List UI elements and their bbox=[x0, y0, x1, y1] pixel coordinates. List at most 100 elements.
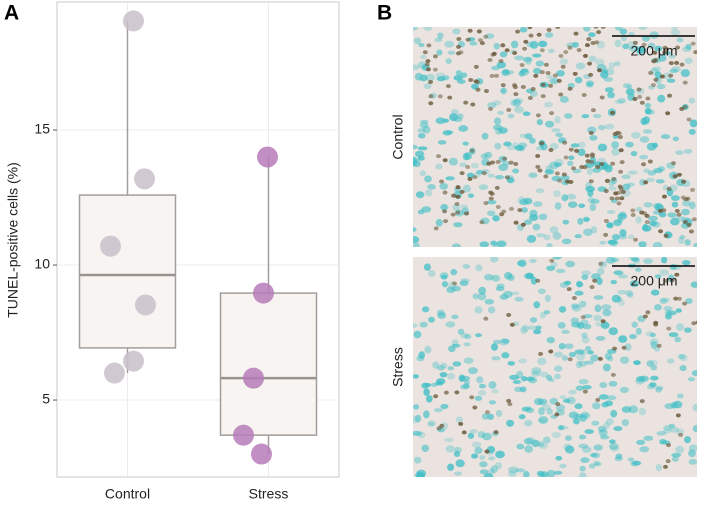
nucleus bbox=[578, 472, 587, 477]
nucleus bbox=[577, 217, 584, 225]
nucleus bbox=[650, 340, 658, 349]
nucleus bbox=[608, 186, 617, 191]
nucleus bbox=[413, 330, 422, 339]
nucleus bbox=[552, 257, 562, 260]
stained-nucleus bbox=[588, 72, 594, 77]
nucleus bbox=[619, 28, 628, 35]
stained-nucleus bbox=[702, 311, 707, 315]
nucleus bbox=[657, 94, 666, 103]
nucleus bbox=[687, 377, 696, 382]
nucleus bbox=[666, 78, 676, 83]
stained-nucleus bbox=[525, 21, 530, 25]
nucleus bbox=[544, 294, 551, 303]
stained-nucleus bbox=[555, 27, 561, 29]
nucleus bbox=[563, 398, 571, 403]
nucleus bbox=[495, 462, 503, 470]
nucleus bbox=[682, 200, 691, 207]
data-point bbox=[100, 235, 121, 257]
nucleus bbox=[642, 223, 649, 231]
nucleus bbox=[493, 42, 500, 50]
nucleus bbox=[609, 439, 616, 444]
nucleus bbox=[487, 210, 496, 217]
nucleus bbox=[548, 78, 558, 84]
nucleus bbox=[636, 48, 646, 56]
stained-nucleus bbox=[582, 389, 588, 394]
nucleus bbox=[589, 453, 598, 458]
nucleus bbox=[611, 141, 619, 149]
nucleus bbox=[578, 203, 586, 208]
nucleus bbox=[546, 74, 553, 79]
nucleus bbox=[523, 437, 533, 445]
nucleus bbox=[413, 144, 418, 150]
nucleus bbox=[455, 70, 463, 76]
stained-nucleus bbox=[472, 405, 478, 410]
stained-nucleus bbox=[609, 196, 615, 201]
panel-label: B bbox=[377, 2, 392, 25]
stained-nucleus bbox=[467, 28, 473, 33]
stained-nucleus bbox=[484, 449, 490, 454]
nucleus bbox=[659, 269, 669, 276]
nucleus bbox=[642, 129, 653, 134]
nucleus bbox=[451, 243, 461, 247]
nucleus bbox=[479, 461, 488, 468]
nucleus bbox=[675, 150, 684, 156]
nucleus bbox=[643, 168, 651, 174]
nucleus bbox=[433, 408, 443, 413]
stained-nucleus bbox=[504, 48, 510, 53]
nucleus bbox=[639, 446, 650, 453]
nucleus bbox=[635, 216, 642, 224]
nucleus bbox=[544, 101, 554, 108]
nucleus bbox=[575, 360, 583, 369]
stained-nucleus bbox=[494, 73, 500, 78]
nucleus bbox=[622, 183, 631, 191]
nucleus bbox=[574, 76, 583, 84]
nucleus bbox=[679, 354, 688, 361]
nucleus bbox=[615, 453, 623, 460]
stained-nucleus bbox=[603, 189, 609, 194]
stained-nucleus bbox=[493, 430, 499, 435]
nucleus bbox=[423, 410, 430, 419]
nucleus bbox=[488, 400, 497, 405]
stained-nucleus bbox=[535, 113, 541, 118]
nucleus bbox=[538, 288, 546, 295]
nucleus bbox=[550, 77, 560, 85]
nucleus bbox=[600, 70, 609, 79]
nucleus bbox=[420, 119, 429, 124]
stained-nucleus bbox=[596, 30, 602, 35]
nucleus bbox=[456, 113, 464, 119]
stained-nucleus bbox=[693, 50, 697, 55]
stained-nucleus bbox=[600, 27, 606, 29]
nucleus bbox=[674, 336, 682, 343]
stained-nucleus bbox=[425, 67, 431, 72]
nucleus bbox=[426, 395, 433, 403]
nucleus bbox=[423, 27, 433, 32]
nucleus bbox=[413, 37, 422, 45]
stained-nucleus bbox=[572, 71, 578, 76]
stained-nucleus bbox=[632, 96, 638, 101]
nucleus bbox=[468, 367, 478, 375]
nucleus bbox=[510, 40, 519, 49]
nucleus bbox=[656, 83, 666, 90]
stained-nucleus bbox=[506, 398, 512, 403]
stained-nucleus bbox=[433, 394, 439, 399]
nucleus bbox=[631, 131, 641, 139]
nucleus bbox=[542, 436, 551, 444]
stained-nucleus bbox=[691, 321, 697, 326]
nucleus bbox=[581, 336, 590, 344]
stained-nucleus bbox=[612, 346, 618, 351]
nucleus bbox=[679, 234, 686, 240]
nucleus bbox=[544, 169, 555, 175]
stained-nucleus bbox=[644, 220, 650, 225]
stained-nucleus bbox=[456, 44, 462, 49]
y-axis-label: TUNEL-positive cells (%) bbox=[5, 162, 21, 318]
nucleus bbox=[538, 416, 549, 424]
stained-nucleus bbox=[554, 412, 560, 417]
stained-nucleus bbox=[645, 310, 651, 315]
nucleus bbox=[549, 226, 559, 234]
nucleus bbox=[506, 144, 516, 151]
nucleus bbox=[554, 115, 561, 124]
nucleus bbox=[487, 102, 497, 109]
nucleus bbox=[655, 464, 662, 472]
nucleus bbox=[540, 371, 549, 378]
